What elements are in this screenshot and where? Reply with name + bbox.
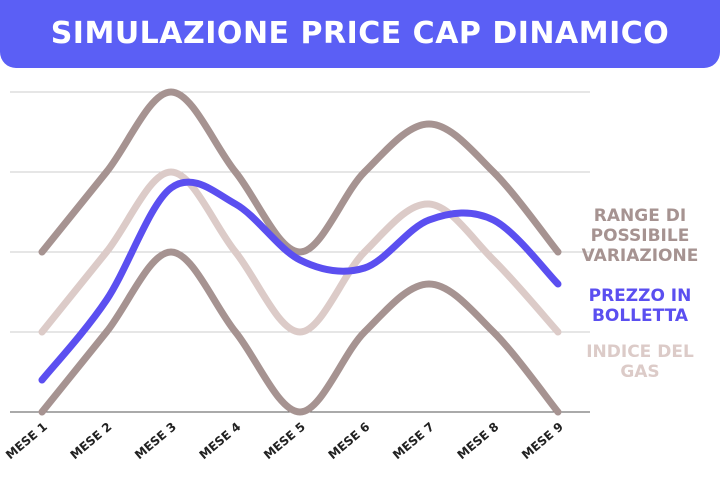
x-tick-label: MESE 1	[3, 420, 50, 463]
chart-title: SIMULAZIONE PRICE CAP DINAMICO	[0, 0, 720, 68]
x-tick-label: MESE 8	[454, 420, 501, 463]
x-tick-label: MESE 4	[196, 420, 243, 463]
range-low-line	[38, 248, 562, 416]
x-tick-label: MESE 9	[519, 420, 566, 463]
x-tick-label: MESE 5	[261, 420, 308, 463]
x-tick-label: MESE 6	[325, 420, 372, 463]
range-high-line	[38, 88, 562, 256]
legend-entry: PREZZO IN BOLLETTA	[588, 286, 692, 326]
x-tick-label: MESE 2	[67, 420, 114, 463]
series-line	[38, 168, 562, 336]
legend-entry: RANGE DI POSSIBILE VARIAZIONE	[581, 206, 699, 266]
legend-entry: INDICE DEL GAS	[586, 342, 694, 382]
x-tick-label: MESE 3	[132, 420, 179, 463]
x-tick-label: MESE 7	[390, 420, 437, 463]
series-line	[38, 178, 562, 384]
